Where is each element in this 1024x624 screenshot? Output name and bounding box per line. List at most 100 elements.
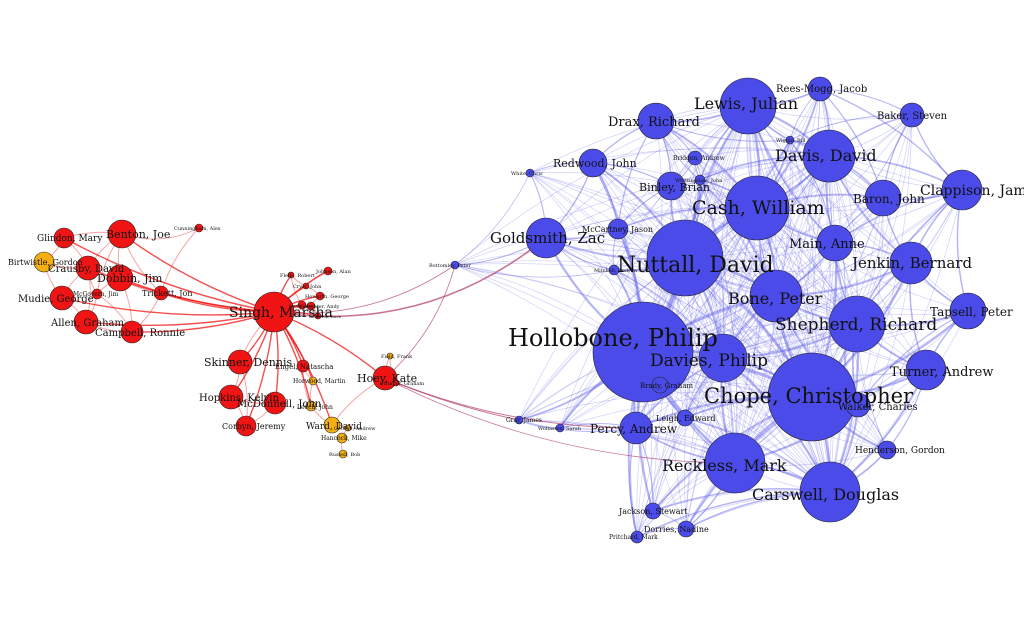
- node-bottomley[interactable]: [450, 260, 460, 270]
- node-baron[interactable]: [864, 179, 902, 217]
- edge: [685, 295, 777, 530]
- edge: [545, 105, 749, 239]
- node-ward[interactable]: [323, 416, 341, 434]
- node-johnson[interactable]: [323, 266, 333, 276]
- edge: [819, 88, 963, 191]
- node-carswell[interactable]: [799, 461, 861, 523]
- node-mitchell[interactable]: [608, 264, 620, 276]
- node-crausby[interactable]: [75, 255, 101, 281]
- node-pritchard[interactable]: [630, 530, 644, 544]
- node-field[interactable]: [386, 352, 394, 360]
- node-bridgen[interactable]: [687, 150, 703, 166]
- node-label-baron: Baron, John: [853, 192, 925, 206]
- node-shepherd[interactable]: [828, 295, 886, 353]
- node-label-crausby: Crausby, David: [48, 264, 125, 275]
- edge: [775, 114, 913, 297]
- node-reckless[interactable]: [704, 432, 766, 494]
- node-cash[interactable]: [724, 175, 790, 241]
- node-label-walker: Walker, Charles: [838, 402, 918, 413]
- edge: [722, 105, 749, 464]
- node-binley[interactable]: [656, 171, 686, 201]
- node-horwood[interactable]: [308, 376, 318, 386]
- node-wiggin[interactable]: [785, 135, 795, 145]
- node-redwood[interactable]: [578, 148, 608, 178]
- node-jenkin[interactable]: [889, 241, 933, 285]
- node-singh[interactable]: [253, 291, 295, 333]
- node-label-leech: Leech, John: [297, 404, 333, 411]
- node-whittingdale[interactable]: [694, 174, 706, 186]
- node-turner[interactable]: [905, 349, 947, 391]
- node-dobbin[interactable]: [106, 264, 134, 292]
- node-benton[interactable]: [107, 219, 137, 249]
- node-label-baker: Baker, Steven: [877, 111, 948, 122]
- node-percy[interactable]: [619, 411, 653, 445]
- edge: [518, 105, 749, 421]
- node-mccartney[interactable]: [607, 218, 629, 240]
- node-bone[interactable]: [749, 269, 803, 323]
- node-leech[interactable]: [305, 400, 317, 412]
- node-daviesp[interactable]: [698, 333, 748, 383]
- node-white[interactable]: [525, 168, 535, 178]
- node-mcdonnellj2[interactable]: [302, 282, 310, 290]
- node-mudie[interactable]: [49, 285, 75, 311]
- node-drax[interactable]: [637, 102, 675, 140]
- node-baker[interactable]: [899, 102, 925, 128]
- node-george[interactable]: [344, 424, 352, 432]
- node-lewis[interactable]: [719, 77, 777, 135]
- node-skinner[interactable]: [227, 349, 253, 375]
- node-label-bone: Bone, Peter: [728, 289, 823, 308]
- node-russell[interactable]: [338, 449, 348, 459]
- node-label-birtwistle: Birtwistle, Gordon: [8, 258, 83, 267]
- node-anderson[interactable]: [314, 312, 322, 320]
- edge: [518, 419, 831, 493]
- node-mcgovern[interactable]: [91, 288, 103, 300]
- node-stringer[interactable]: [392, 379, 400, 387]
- node-hopkins[interactable]: [218, 384, 244, 410]
- node-gray[interactable]: [514, 415, 524, 425]
- node-birtwistle[interactable]: [33, 251, 55, 273]
- node-engel[interactable]: [296, 359, 310, 373]
- node-label-skinner: Skinner, Dennis: [204, 356, 292, 369]
- node-jackson[interactable]: [644, 502, 662, 520]
- edge: [636, 357, 724, 538]
- node-slaughter[interactable]: [306, 301, 316, 311]
- node-mcdonnell[interactable]: [263, 391, 287, 415]
- node-label-hancock: Hancock, Mike: [321, 435, 367, 442]
- edge: [819, 88, 858, 325]
- node-wollaston[interactable]: [555, 423, 565, 433]
- node-davisd[interactable]: [802, 129, 856, 183]
- node-glindon[interactable]: [53, 227, 75, 249]
- node-nuttall[interactable]: [646, 219, 724, 297]
- node-clappison[interactable]: [941, 169, 983, 211]
- node-hancock[interactable]: [336, 432, 348, 444]
- edge: [734, 197, 884, 464]
- node-label-meale: Meale, Alan: [289, 303, 314, 308]
- node-flello[interactable]: [287, 271, 295, 279]
- node-hoey[interactable]: [372, 365, 398, 391]
- node-goldsmith[interactable]: [525, 217, 567, 259]
- node-campbell[interactable]: [120, 320, 144, 344]
- node-layer: [33, 76, 987, 544]
- edge: [655, 120, 736, 464]
- node-allen[interactable]: [73, 309, 99, 335]
- node-meale[interactable]: [297, 300, 307, 310]
- node-reesmogg[interactable]: [807, 76, 833, 102]
- node-howarth[interactable]: [315, 291, 325, 301]
- node-trickett[interactable]: [153, 285, 169, 301]
- node-cunningham[interactable]: [194, 223, 204, 233]
- node-tapsell[interactable]: [949, 292, 987, 330]
- node-henderson[interactable]: [877, 440, 897, 460]
- node-main[interactable]: [816, 224, 854, 262]
- edge: [559, 105, 749, 429]
- node-label-russell: Russell, Bob: [329, 452, 360, 458]
- node-brady[interactable]: [651, 376, 669, 394]
- node-corbyn[interactable]: [235, 415, 257, 437]
- node-dorries[interactable]: [677, 520, 695, 538]
- edge: [694, 157, 858, 325]
- node-hollobone[interactable]: [592, 301, 694, 403]
- node-walker[interactable]: [845, 392, 871, 418]
- node-leigh[interactable]: [676, 409, 694, 427]
- edge: [789, 114, 913, 141]
- edge: [529, 172, 724, 359]
